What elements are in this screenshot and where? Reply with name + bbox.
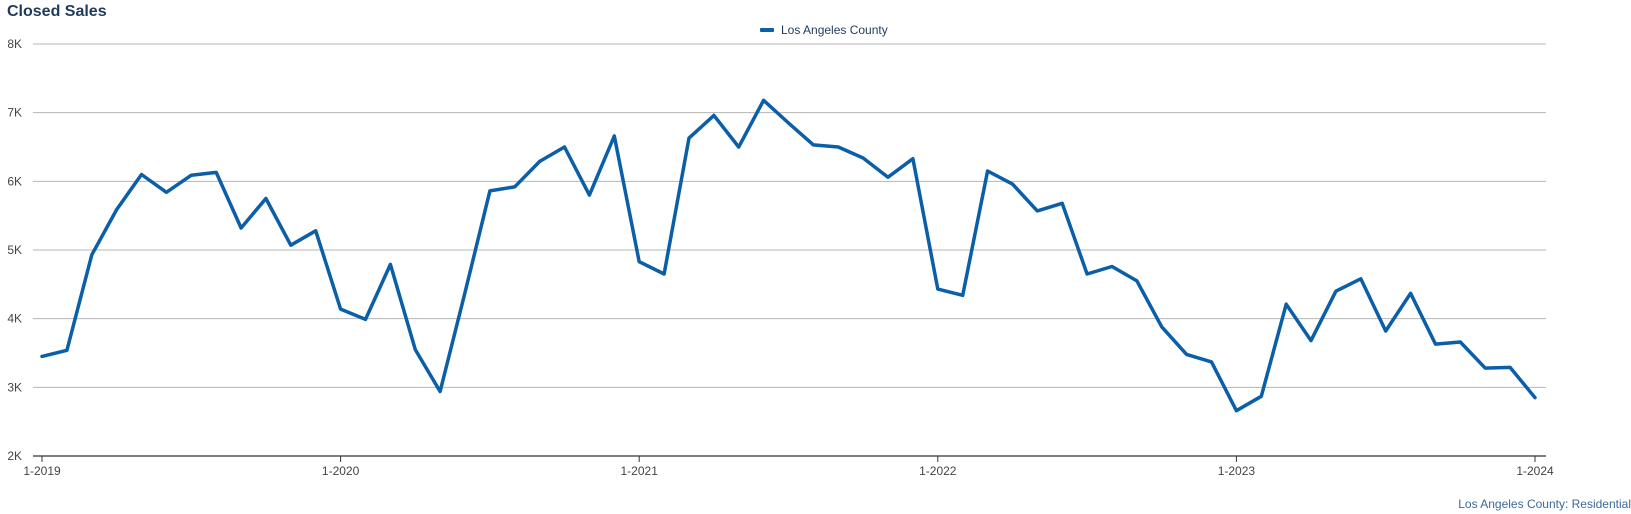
data-point[interactable] [1158,323,1166,331]
data-point[interactable] [1208,358,1216,366]
data-point[interactable] [809,141,817,149]
data-point[interactable] [884,173,892,181]
data-point[interactable] [1083,270,1091,278]
data-point[interactable] [1382,327,1390,335]
data-point[interactable] [1232,407,1240,415]
data-point[interactable] [984,167,992,175]
data-point[interactable] [1481,364,1489,372]
legend[interactable]: Los Angeles County [760,23,888,37]
data-point[interactable] [262,195,270,203]
data-point[interactable] [113,205,121,213]
series-line [40,98,1537,413]
data-point[interactable] [436,387,444,395]
data-point[interactable] [361,315,369,323]
x-tick-label: 1-2023 [1218,464,1256,478]
data-point[interactable] [1257,392,1265,400]
data-point[interactable] [1357,275,1365,283]
data-point[interactable] [1183,350,1191,358]
data-point[interactable] [685,134,693,142]
legend-swatch [760,28,774,32]
data-point[interactable] [635,258,643,266]
data-point[interactable] [312,227,320,235]
data-point[interactable] [88,251,96,259]
data-point[interactable] [1531,394,1539,402]
data-point[interactable] [909,155,917,163]
data-point[interactable] [461,289,469,297]
data-point[interactable] [1506,363,1514,371]
data-point[interactable] [1282,300,1290,308]
data-point[interactable] [660,270,668,278]
data-point[interactable] [1456,338,1464,346]
data-point[interactable] [486,187,494,195]
x-tick-label: 1-2020 [322,464,360,478]
data-point[interactable] [162,188,170,196]
y-tick-label: 5K [7,243,22,257]
data-point[interactable] [287,241,295,249]
data-point[interactable] [585,191,593,199]
data-point[interactable] [138,170,146,178]
x-tick-label: 1-2021 [621,464,659,478]
data-point[interactable] [1307,337,1315,345]
data-point[interactable] [561,143,569,151]
y-tick-label: 4K [7,312,22,326]
chart-title: Closed Sales [7,3,107,20]
data-point[interactable] [511,183,519,191]
data-point[interactable] [959,291,967,299]
data-point[interactable] [834,143,842,151]
x-tick-label: 1-2024 [1516,464,1554,478]
data-point[interactable] [1008,180,1016,188]
data-point[interactable] [1133,277,1141,285]
x-tick-label: 1-2022 [919,464,957,478]
chart-footnote: Los Angeles County: Residential [1458,497,1631,511]
y-tick-label: 7K [7,106,22,120]
data-point[interactable] [760,96,768,104]
data-point[interactable] [38,352,46,360]
y-tick-label: 8K [7,37,22,51]
data-point[interactable] [1033,207,1041,215]
data-point[interactable] [212,168,220,176]
legend-label: Los Angeles County [781,23,888,37]
data-point[interactable] [411,346,419,354]
data-point[interactable] [1058,199,1066,207]
y-tick-label: 3K [7,380,22,394]
data-point[interactable] [187,171,195,179]
y-tick-label: 2K [7,449,22,463]
data-point[interactable] [785,119,793,127]
y-tick-label: 6K [7,174,22,188]
data-point[interactable] [1407,289,1415,297]
data-point[interactable] [536,157,544,165]
data-point[interactable] [1431,340,1439,348]
data-point[interactable] [386,260,394,268]
data-point[interactable] [337,305,345,313]
data-point[interactable] [934,285,942,293]
data-point[interactable] [1108,262,1116,270]
data-point[interactable] [63,346,71,354]
data-point[interactable] [710,111,718,119]
data-point[interactable] [610,132,618,140]
data-point[interactable] [735,143,743,151]
data-point[interactable] [859,154,867,162]
x-tick-label: 1-2019 [23,464,61,478]
data-point[interactable] [237,224,245,232]
data-point[interactable] [1332,287,1340,295]
